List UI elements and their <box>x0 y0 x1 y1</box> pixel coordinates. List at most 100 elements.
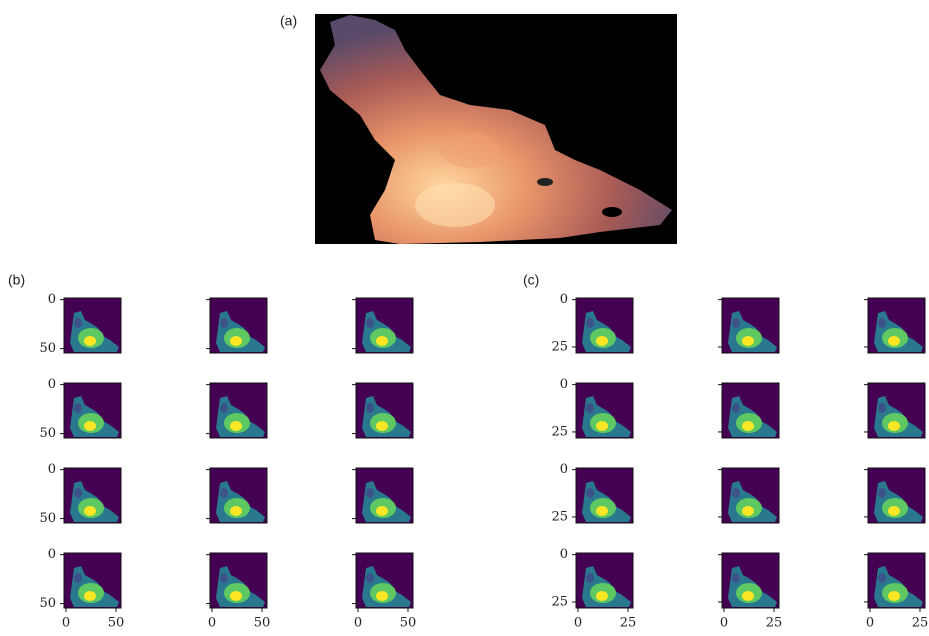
y-tick-label: 0 <box>48 547 56 562</box>
subplot <box>864 468 925 523</box>
heatmap-peak <box>230 421 242 431</box>
heatmap-region <box>220 488 228 498</box>
heatmap-peak <box>230 336 242 346</box>
y-tick-label: 50 <box>39 341 56 356</box>
heatmap-peak <box>742 591 754 601</box>
y-tick-label: 0 <box>560 377 568 392</box>
subplot: 0 25 <box>718 553 782 631</box>
x-tick-label: 0 <box>574 616 582 631</box>
heatmap-peak <box>230 506 242 516</box>
subplot <box>864 298 925 353</box>
panel-label: (b) <box>8 272 25 288</box>
heatmap-peak <box>84 506 96 516</box>
y-tick-label: 50 <box>39 426 56 441</box>
subplot: 0 50 <box>206 553 270 631</box>
y-tick-label: 0 <box>48 377 56 392</box>
heatmap-peak <box>376 336 388 346</box>
hotspot <box>415 183 495 227</box>
heatmap-peak <box>596 506 608 516</box>
satellite-image <box>315 14 677 244</box>
x-tick-label: 50 <box>400 616 417 631</box>
y-tick-label: 50 <box>39 596 56 611</box>
heatmap-peak <box>888 506 900 516</box>
y-tick-label: 25 <box>551 509 568 524</box>
y-tick-label: 0 <box>560 292 568 307</box>
y-tick-label: 0 <box>48 292 56 307</box>
subplot <box>206 298 267 353</box>
y-tick-label: 25 <box>551 424 568 439</box>
heatmap-region <box>220 403 228 413</box>
heatmap-peak <box>84 336 96 346</box>
subplot <box>352 383 413 438</box>
figure: (a) (b) (c) 0500500500500500500500250250… <box>0 0 929 636</box>
heatmap-peak <box>742 506 754 516</box>
subplot: 0 25 <box>551 462 633 524</box>
x-tick-label: 0 <box>208 616 216 631</box>
subplot: 0 25 <box>551 377 633 439</box>
panel-label: (a) <box>280 13 297 29</box>
heatmap-peak <box>84 421 96 431</box>
subplot <box>352 298 413 353</box>
heatmap-peak <box>596 591 608 601</box>
heatmap-region <box>878 488 886 498</box>
subplot <box>352 468 413 523</box>
subplot: 0 50 <box>39 292 121 356</box>
heatmap-peak <box>596 421 608 431</box>
heatmap-peak <box>376 591 388 601</box>
subplot: 0 50 <box>39 377 121 441</box>
gap <box>537 178 553 186</box>
heatmap-peak <box>888 336 900 346</box>
heatmap-region <box>586 488 594 498</box>
heatmap-region <box>366 488 374 498</box>
subplot: 050 <box>39 462 121 526</box>
subplot: 0 25 <box>551 292 633 354</box>
y-tick-label: 0 <box>560 547 568 562</box>
subplot: 0 50 <box>352 553 416 631</box>
subplot <box>864 383 925 438</box>
heatmap-region <box>74 403 82 413</box>
x-tick-label: 0 <box>720 616 728 631</box>
heatmap-peak <box>376 506 388 516</box>
x-tick-label: 25 <box>620 616 637 631</box>
heatmap-region <box>878 573 886 583</box>
heatmap-region <box>74 488 82 498</box>
heatmap-region <box>74 573 82 583</box>
x-tick-label: 50 <box>108 616 125 631</box>
heatmap-region <box>366 318 374 328</box>
heatmap-region <box>586 318 594 328</box>
x-tick-label: 0 <box>866 616 874 631</box>
heatmap-peak <box>888 591 900 601</box>
gap <box>602 207 622 217</box>
subplot <box>206 468 267 523</box>
subplot: 0 25 0 25 <box>551 547 636 630</box>
heatmap-peak <box>84 591 96 601</box>
heatmap-region <box>878 403 886 413</box>
heatmap-region <box>732 573 740 583</box>
hotspot <box>440 132 500 168</box>
panel-label: (c) <box>523 272 539 288</box>
heatmap-region <box>366 403 374 413</box>
y-tick-label: 25 <box>551 594 568 609</box>
x-tick-label: 25 <box>766 616 783 631</box>
heatmap-peak <box>888 421 900 431</box>
heatmap-region <box>220 573 228 583</box>
heatmap-peak <box>376 421 388 431</box>
subplot <box>206 383 267 438</box>
heatmap-region <box>366 573 374 583</box>
heatmap-region <box>878 318 886 328</box>
heatmap-region <box>74 318 82 328</box>
y-tick-label: 0 <box>560 462 568 477</box>
heatmap-region <box>732 488 740 498</box>
x-tick-label: 0 <box>354 616 362 631</box>
heatmap-region <box>586 573 594 583</box>
heatmap-region <box>732 318 740 328</box>
heatmap-peak <box>742 336 754 346</box>
heatmap-region <box>586 403 594 413</box>
page: (a) (b) (c) 0500500500500500500500250250… <box>0 0 929 636</box>
subplot <box>718 468 779 523</box>
y-tick-label: 0 <box>48 462 56 477</box>
x-tick-label: 0 <box>62 616 70 631</box>
y-tick-label: 25 <box>551 339 568 354</box>
x-tick-label: 25 <box>912 616 929 631</box>
x-tick-label: 50 <box>254 616 271 631</box>
